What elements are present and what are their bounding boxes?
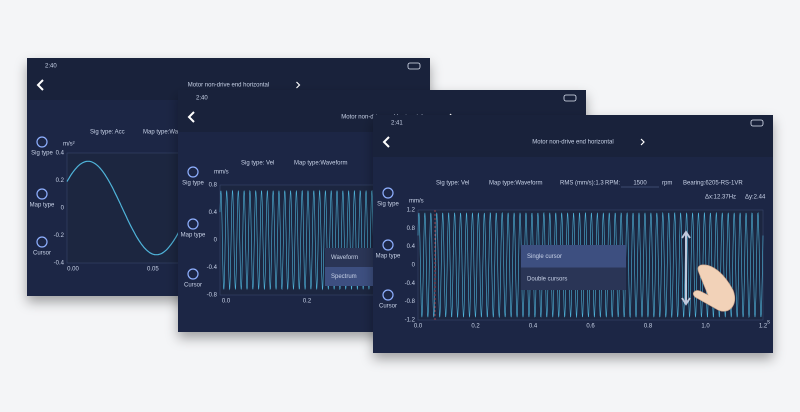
y-tick-label: -0.8 <box>405 299 416 305</box>
y-tick-label: 0.4 <box>209 210 218 216</box>
page-title: Motor non-drive end horizontal <box>188 83 269 89</box>
title-chevron[interactable] <box>640 138 645 146</box>
page-title: Motor non-drive end horizontal <box>532 140 613 146</box>
waveform <box>417 211 764 319</box>
sig-type: Sig type: Acc <box>90 130 125 136</box>
battery-icon <box>750 119 764 127</box>
sig-type: Sig type: Vel <box>241 161 274 167</box>
status-time: 2:40 <box>45 64 57 70</box>
x-tick-label: 0.4 <box>529 324 538 330</box>
sidebar-icon[interactable] <box>382 187 394 199</box>
x-tick-label: 0.8 <box>644 324 653 330</box>
x-unit: s <box>767 320 770 326</box>
rpm-value[interactable]: 1500 <box>633 181 647 187</box>
delta-x: Δx:12.37Hz <box>705 195 736 201</box>
y-tick-label: -0.4 <box>405 281 416 287</box>
status-time: 2:40 <box>196 96 208 102</box>
sidebar-icon[interactable] <box>36 136 48 148</box>
y-tick-label: 0 <box>61 206 65 212</box>
rpm-label: RPM: <box>605 181 620 187</box>
menu-item[interactable]: Single cursor <box>527 254 562 260</box>
sidebar-label[interactable]: Map type <box>30 203 55 209</box>
menu-selected <box>521 245 626 268</box>
app-screen: 2:41 Motor non-drive end horizontal Sig ty… <box>373 115 773 353</box>
delta-y: Δy:2.44 <box>745 195 766 201</box>
menu-item[interactable]: Waveform <box>331 255 358 261</box>
menu-selected <box>325 267 387 286</box>
y-tick-label: 0.2 <box>56 178 65 184</box>
menu-item[interactable]: Double cursors <box>527 276 567 282</box>
sidebar-icon[interactable] <box>36 188 48 200</box>
y-tick-label: -0.4 <box>54 261 65 267</box>
battery-icon <box>563 94 577 102</box>
y-tick-label: -0.4 <box>207 265 218 271</box>
sidebar-label[interactable]: Cursor <box>33 251 51 257</box>
bearing: Bearing:6205-RS-1VR <box>683 181 743 187</box>
back-button[interactable] <box>382 136 390 148</box>
y-tick-label: 0.8 <box>407 226 416 232</box>
title-chevron[interactable] <box>296 81 301 89</box>
sidebar-label[interactable]: Cursor <box>379 304 397 310</box>
y-tick-label: -0.2 <box>54 233 65 239</box>
hand-icon <box>693 264 736 312</box>
scroll-arrow <box>681 230 691 306</box>
x-tick-label: 1.2 <box>759 324 768 330</box>
x-tick-label: 0.6 <box>586 324 595 330</box>
y-tick-label: 0 <box>214 238 218 244</box>
sidebar-label[interactable]: Map type <box>376 254 401 260</box>
y-unit: mm/s <box>214 170 229 176</box>
y-tick-label: -1.2 <box>405 318 416 324</box>
sidebar-icon[interactable] <box>36 236 48 248</box>
sidebar-icon[interactable] <box>382 289 394 301</box>
y-tick-label: 1.2 <box>407 208 416 214</box>
x-tick-label: 0.0 <box>414 324 423 330</box>
map-type: Map type:Waveform <box>294 161 347 167</box>
y-unit: m/s² <box>63 142 75 148</box>
map-type: Map type:Waveform <box>489 181 542 187</box>
y-tick-label: 0.4 <box>56 151 65 157</box>
x-tick-label: 0.2 <box>303 299 312 305</box>
x-tick-label: 0.0 <box>222 299 231 305</box>
sidebar-icon[interactable] <box>187 166 199 178</box>
back-button[interactable] <box>36 79 44 91</box>
status-time: 2:41 <box>391 121 403 127</box>
y-tick-label: -0.8 <box>207 293 218 299</box>
sidebar-icon[interactable] <box>382 239 394 251</box>
y-tick-label: 0.8 <box>209 183 218 189</box>
x-tick-label: 0.05 <box>147 267 159 273</box>
y-unit: mm/s <box>409 199 424 205</box>
sidebar-icon[interactable] <box>187 268 199 280</box>
map-type: Map type:Waveform <box>143 130 196 136</box>
sidebar-label[interactable]: Sig type <box>377 202 399 208</box>
sidebar-label[interactable]: Sig type <box>182 181 204 187</box>
sig-type: Sig type: Vel <box>436 181 469 187</box>
battery-icon <box>407 62 421 70</box>
rpm-unit: rpm <box>662 181 672 187</box>
sidebar-label[interactable]: Map type <box>181 233 206 239</box>
sidebar-label[interactable]: Sig type <box>31 151 53 157</box>
x-tick-label: 0.2 <box>471 324 480 330</box>
x-tick-label: 0.00 <box>67 267 79 273</box>
sidebar-icon[interactable] <box>187 218 199 230</box>
back-button[interactable] <box>187 111 195 123</box>
rms: RMS (mm/s):1.3 <box>560 181 604 187</box>
menu-item[interactable]: Spectrum <box>331 274 357 280</box>
header-bar <box>373 115 773 157</box>
y-tick-label: 0 <box>412 263 416 269</box>
y-tick-label: 0.4 <box>407 244 416 250</box>
x-tick-label: 1.0 <box>701 324 710 330</box>
sidebar-label[interactable]: Cursor <box>184 283 202 289</box>
